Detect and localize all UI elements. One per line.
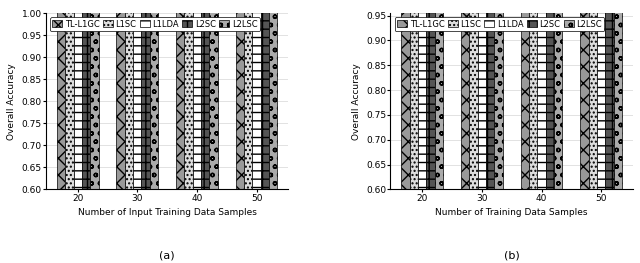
Bar [410,0,418,189]
Bar [125,0,133,189]
Bar [150,0,158,189]
Bar [418,0,426,189]
Bar [477,0,486,189]
Y-axis label: Overall Accuracy: Overall Accuracy [7,63,16,140]
Bar [176,0,184,189]
Bar [605,0,614,189]
Bar [435,0,443,189]
Bar [426,0,435,189]
Bar [546,0,554,189]
Bar [260,0,269,189]
Bar [597,0,605,189]
Bar [554,0,563,189]
Bar [538,0,546,189]
Legend: TL-L1GC, L1SC, L1LDA, L2SC, L2LSC: TL-L1GC, L1SC, L1LDA, L2SC, L2LSC [394,17,604,31]
Bar [269,0,277,189]
X-axis label: Number of Training Data Samples: Number of Training Data Samples [435,208,588,217]
Bar [236,0,244,189]
Bar [461,0,469,189]
Bar [57,0,65,189]
Bar [469,0,477,189]
Legend: TL-L1GC, L1SC, L1LDA, L2SC, L2LSC: TL-L1GC, L1SC, L1LDA, L2SC, L2LSC [50,17,260,31]
Bar [401,0,410,189]
Text: (a): (a) [159,250,175,260]
Bar [65,0,74,189]
Bar [141,0,150,189]
Bar [614,0,622,189]
Bar [244,0,252,189]
Bar [184,0,193,189]
Bar [580,0,589,189]
Bar [116,0,125,189]
Bar [90,0,99,189]
Bar [133,0,141,189]
Bar [252,0,260,189]
Bar [201,0,209,189]
X-axis label: Number of Input Training Data Samples: Number of Input Training Data Samples [77,208,257,217]
Bar [521,0,529,189]
Y-axis label: Overall Accuracy: Overall Accuracy [351,63,360,140]
Bar [486,0,495,189]
Text: (b): (b) [504,250,520,260]
Bar [495,0,503,189]
Bar [193,0,201,189]
Bar [589,0,597,189]
Bar [529,0,538,189]
Bar [209,0,218,189]
Bar [74,0,82,189]
Bar [82,0,90,189]
